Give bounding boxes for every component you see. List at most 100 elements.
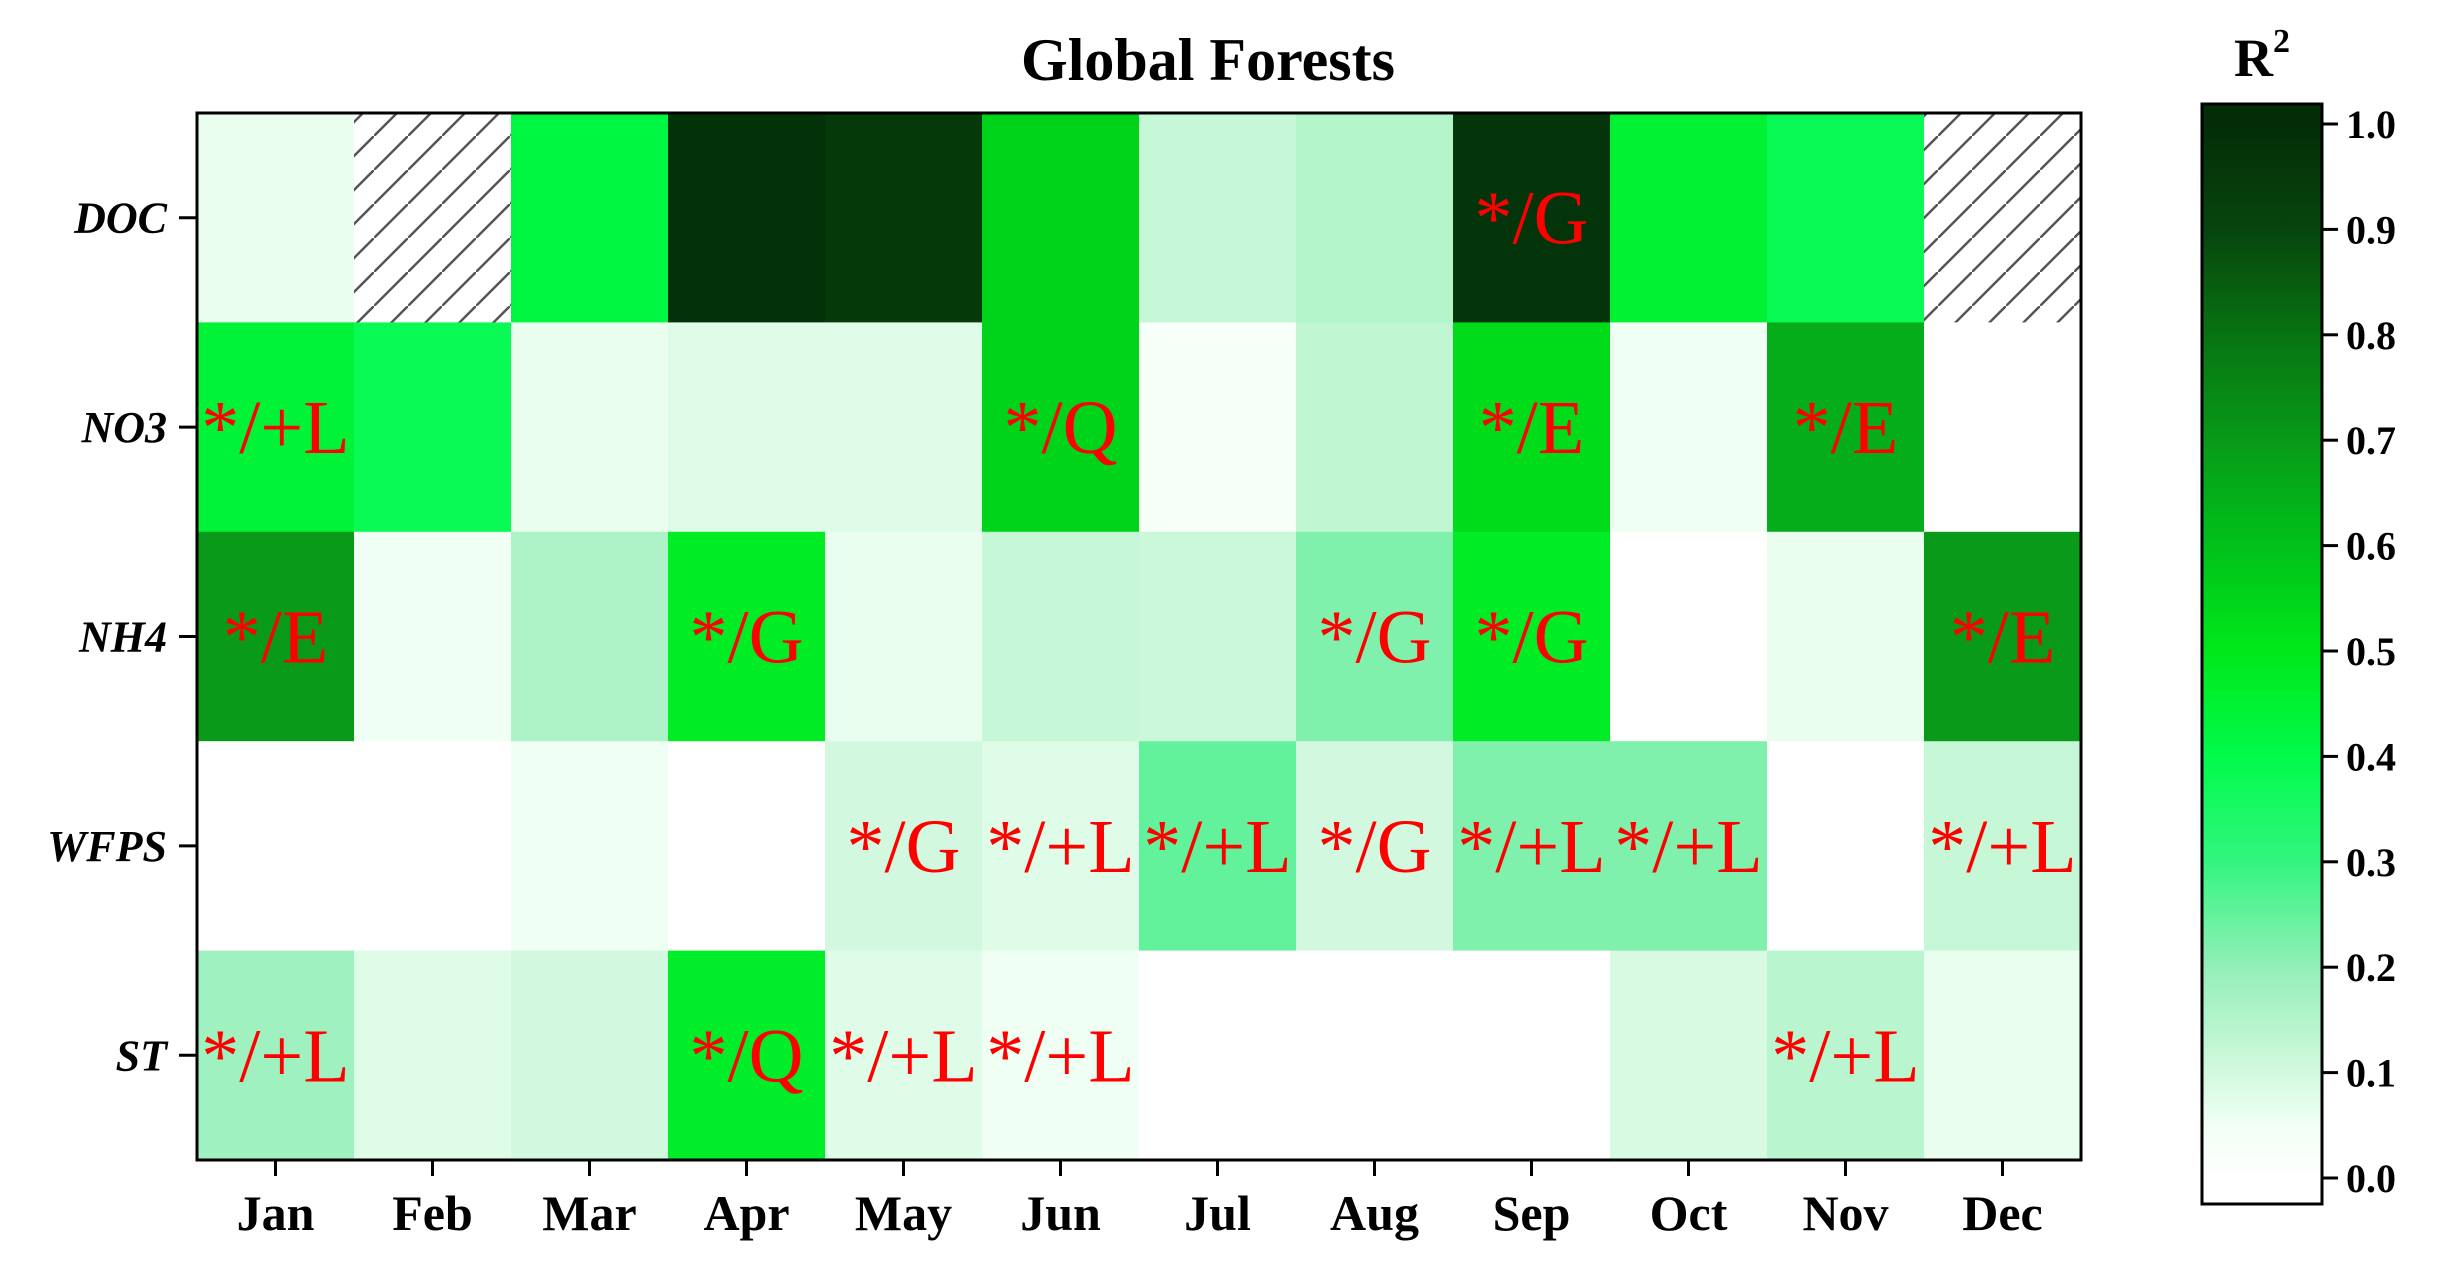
heatmap-cell <box>1924 113 2082 323</box>
heatmap-cell <box>982 322 1140 533</box>
cell-annotation: */+L <box>201 386 349 470</box>
heatmap-cell <box>1453 950 1611 1161</box>
heatmap-cell <box>1296 322 1454 533</box>
cell-annotation: */E <box>223 596 329 680</box>
colorbar-gradient <box>2202 104 2322 1204</box>
heatmap-cell <box>1924 741 2082 952</box>
heatmap-cell <box>668 950 826 1161</box>
heatmap-cell <box>1610 531 1768 742</box>
heatmap-cell <box>1924 322 2082 533</box>
heatmap-cell <box>668 322 826 533</box>
x-tick-label: Nov <box>1802 1185 1888 1241</box>
heatmap-cell <box>354 531 512 742</box>
cell-annotation: */+L <box>1928 805 2076 889</box>
x-tick-label: Jan <box>237 1185 315 1241</box>
y-axis: DOC NO3 NH4 WFPS ST <box>47 194 197 1080</box>
y-tick-label: DOC <box>73 194 168 243</box>
heatmap-cell <box>1296 950 1454 1161</box>
colorbar-tick-label: 1.0 <box>2346 102 2396 147</box>
colorbar-tick-label: 0.3 <box>2346 840 2396 885</box>
heatmap-cell <box>1453 531 1611 742</box>
y-tick-label: NH4 <box>78 613 167 662</box>
colorbar-tick-label: 0.7 <box>2346 418 2396 463</box>
heatmap-cell <box>354 113 512 323</box>
heatmap-cell <box>825 531 983 742</box>
y-tick-label: ST <box>116 1031 169 1080</box>
heatmap-cell <box>1296 531 1454 742</box>
x-tick-label: Jul <box>1184 1185 1251 1241</box>
cell-annotation: */E <box>1950 596 2056 680</box>
cell-annotation: */Q <box>1004 386 1118 470</box>
heatmap-cell <box>1767 741 1925 952</box>
y-tick-label: WFPS <box>47 822 167 871</box>
heatmap-cell <box>354 950 512 1161</box>
heatmap-cell <box>825 741 983 952</box>
heatmap-cell <box>197 322 355 533</box>
heatmap-cell <box>668 741 826 952</box>
heatmap-cell <box>1924 531 2082 742</box>
colorbar-tick-label: 0.8 <box>2346 313 2396 358</box>
heatmap-cell <box>197 741 355 952</box>
heatmap-cell <box>982 950 1140 1161</box>
heatmap-cell <box>1767 322 1925 533</box>
heatmap-cell <box>1610 950 1768 1161</box>
colorbar-tick-label: 0.4 <box>2346 734 2396 779</box>
x-tick-label: Aug <box>1330 1185 1419 1241</box>
x-tick-label: Apr <box>703 1185 789 1241</box>
x-tick-label: Oct <box>1650 1185 1728 1241</box>
heatmap-cell <box>511 950 669 1161</box>
colorbar: 0.0 0.1 0.2 0.3 0.4 0.5 0.6 0.7 0.8 0.9 1.0 R2 <box>2200 23 2396 1206</box>
colorbar-tick-label: 0.2 <box>2346 945 2396 990</box>
heatmap-cell <box>197 531 355 742</box>
heatmap-cell <box>1139 531 1297 742</box>
cell-annotation: */+L <box>1143 805 1291 889</box>
cell-annotation: */E <box>1479 386 1585 470</box>
heatmap-cell <box>1767 113 1925 323</box>
heatmap-cell <box>197 950 355 1161</box>
cell-annotation: */G <box>847 805 961 889</box>
cell-annotation: */+L <box>1614 805 1762 889</box>
cell-annotation: */Q <box>690 1014 804 1098</box>
heatmap-cell <box>982 741 1140 952</box>
cell-annotation: */+L <box>986 1014 1134 1098</box>
cell-annotation: */G <box>690 596 804 680</box>
colorbar-tick-label: 0.0 <box>2346 1156 2396 1201</box>
cell-annotation: */G <box>1475 596 1589 680</box>
x-axis: Jan Feb Mar Apr May Jun Jul Aug Sep Oct Nov Dec <box>237 1160 2043 1241</box>
heatmap-cell <box>1139 950 1297 1161</box>
cell-annotation: */G <box>1318 805 1432 889</box>
cell-annotation: */+L <box>1771 1014 1919 1098</box>
heatmap-cell <box>1767 950 1925 1161</box>
cell-annotation: */+L <box>829 1014 977 1098</box>
heatmap-cell <box>354 741 512 952</box>
heatmap-cell <box>825 113 983 323</box>
heatmap-cell <box>511 113 669 323</box>
heatmap-cell <box>668 531 826 742</box>
chart-title: Global Forests <box>1021 27 1395 93</box>
heatmap-cell <box>982 531 1140 742</box>
x-tick-label: Sep <box>1493 1185 1571 1241</box>
heatmap-cell <box>1924 950 2082 1161</box>
heatmap-cell <box>197 113 355 323</box>
x-tick-label: Jun <box>1020 1185 1101 1241</box>
cell-annotations: */G*/+L */Q */E */E*/E */G */G */G */E*/G */+L */… <box>201 177 2076 1099</box>
cell-annotation: */G <box>1318 596 1432 680</box>
heatmap-cell <box>1610 322 1768 533</box>
colorbar-tick-label: 0.5 <box>2346 629 2396 674</box>
y-tick-label: NO3 <box>80 403 167 452</box>
colorbar-tick-label: 0.1 <box>2346 1051 2396 1096</box>
x-tick-label: May <box>855 1185 952 1241</box>
heatmap-cells <box>197 113 2082 1161</box>
heatmap-cell <box>1296 113 1454 323</box>
heatmap-cell <box>1139 322 1297 533</box>
cell-annotation: */+L <box>986 805 1134 889</box>
colorbar-frame <box>2200 102 2324 1206</box>
heatmap-cell <box>825 322 983 533</box>
heatmap-cell <box>1767 531 1925 742</box>
cell-annotation: */+L <box>201 1014 349 1098</box>
colorbar-tick-label: 0.9 <box>2346 207 2396 252</box>
heatmap-cell <box>1139 741 1297 952</box>
heatmap-cell <box>1610 741 1768 952</box>
heatmap-cell <box>1453 741 1611 952</box>
